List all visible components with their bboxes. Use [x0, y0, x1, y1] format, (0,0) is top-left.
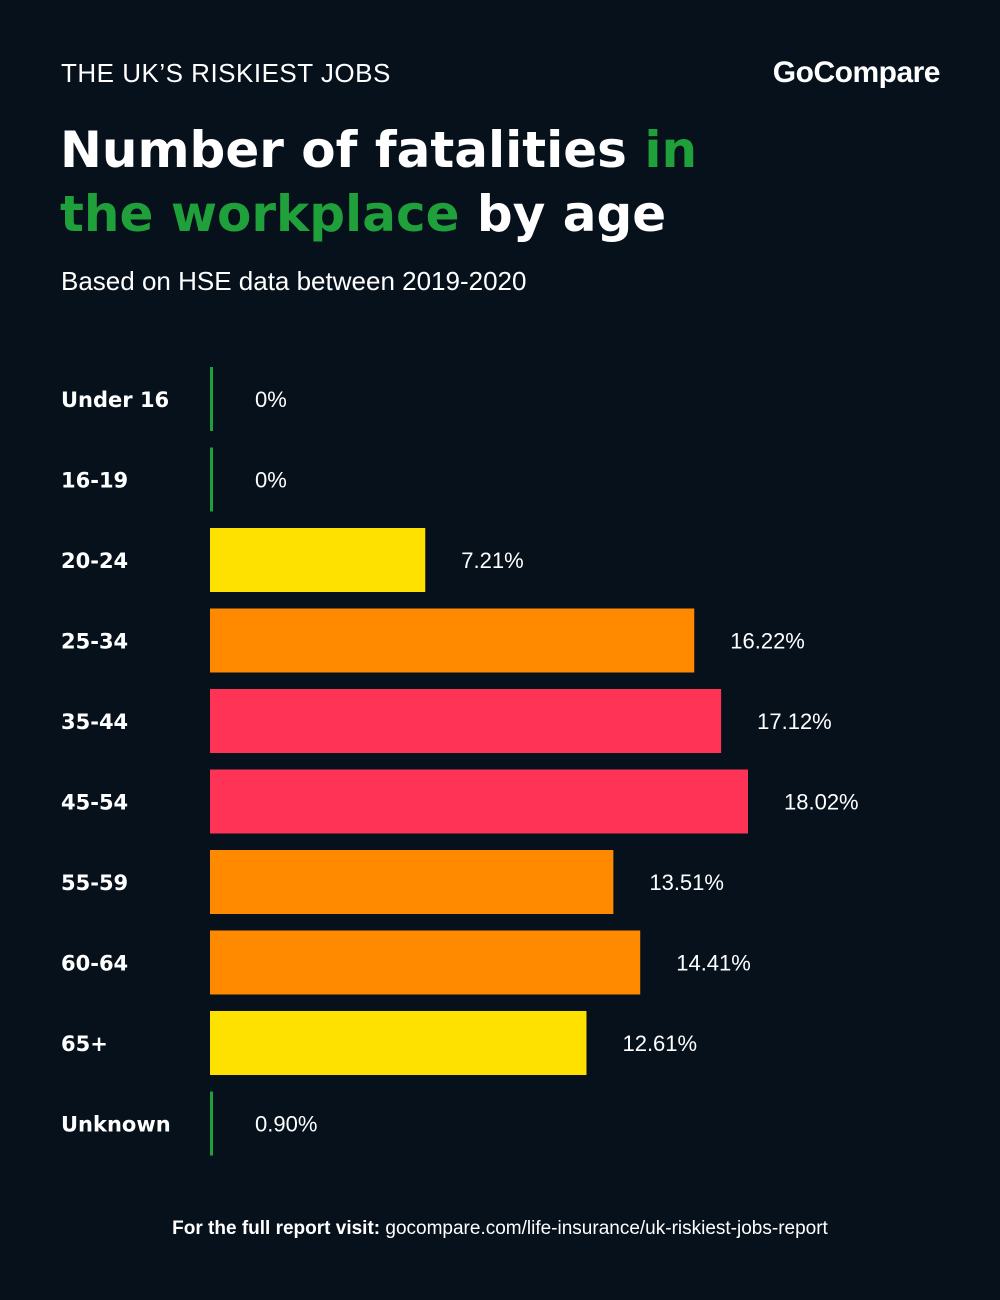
value-label-65: 12.61%: [622, 1031, 697, 1056]
category-label-45-54: 45-54: [61, 791, 128, 815]
bar-35-44: [210, 689, 722, 753]
category-label-25-34: 25-34: [61, 630, 128, 654]
value-label-45-54: 18.02%: [784, 790, 859, 815]
page-title: Number of fatalities in the workplace by…: [60, 118, 760, 246]
footer: For the full report visit: gocompare.com…: [0, 1218, 1000, 1240]
category-label-20-24: 20-24: [61, 549, 128, 573]
bar-unknown: [210, 1091, 213, 1156]
category-label-55-59: 55-59: [61, 871, 128, 895]
category-label-60-64: 60-64: [61, 952, 128, 976]
bar-under-16: [210, 367, 213, 431]
value-label-60-64: 14.41%: [676, 951, 751, 976]
bar-20-24: [210, 528, 426, 592]
title-part-1: Number of fatalities: [60, 121, 645, 179]
value-label-20-24: 7.21%: [461, 548, 523, 573]
gocompare-logo[interactable]: GoCompare: [772, 56, 941, 89]
value-label-16-19: 0%: [255, 468, 287, 493]
bar-16-19: [210, 447, 213, 512]
kicker-text: THE UK’S RISKIEST JOBS: [61, 58, 391, 88]
title-highlight: in the workplace: [60, 121, 698, 243]
footer-link[interactable]: gocompare.com/life-insurance/uk-riskiest…: [385, 1218, 828, 1239]
fatalities-bar-chart: Under 16 0% 16-19 0% 20-24 7.21% 25-34 16.22% 35…: [61, 367, 859, 1156]
category-label-65: 65+: [61, 1032, 108, 1056]
value-label-under-16: 0%: [255, 387, 287, 412]
title-part-2: by age: [459, 185, 667, 243]
value-label-55-59: 13.51%: [649, 870, 724, 895]
value-label-35-44: 17.12%: [757, 709, 832, 734]
bar-55-59: [210, 850, 614, 914]
bar-60-64: [210, 930, 641, 995]
subtitle: Based on HSE data between 2019-2020: [61, 266, 527, 296]
category-label-under-16: Under 16: [61, 388, 169, 412]
category-label-35-44: 35-44: [61, 710, 128, 734]
footer-lead: For the full report visit:: [172, 1218, 381, 1239]
bar-65: [210, 1011, 587, 1075]
bar-45-54: [210, 769, 748, 834]
category-label-16-19: 16-19: [61, 469, 128, 493]
bar-25-34: [210, 608, 695, 673]
value-label-25-34: 16.22%: [730, 629, 805, 654]
value-label-unknown: 0.90%: [255, 1112, 317, 1137]
category-label-unknown: Unknown: [61, 1113, 171, 1137]
